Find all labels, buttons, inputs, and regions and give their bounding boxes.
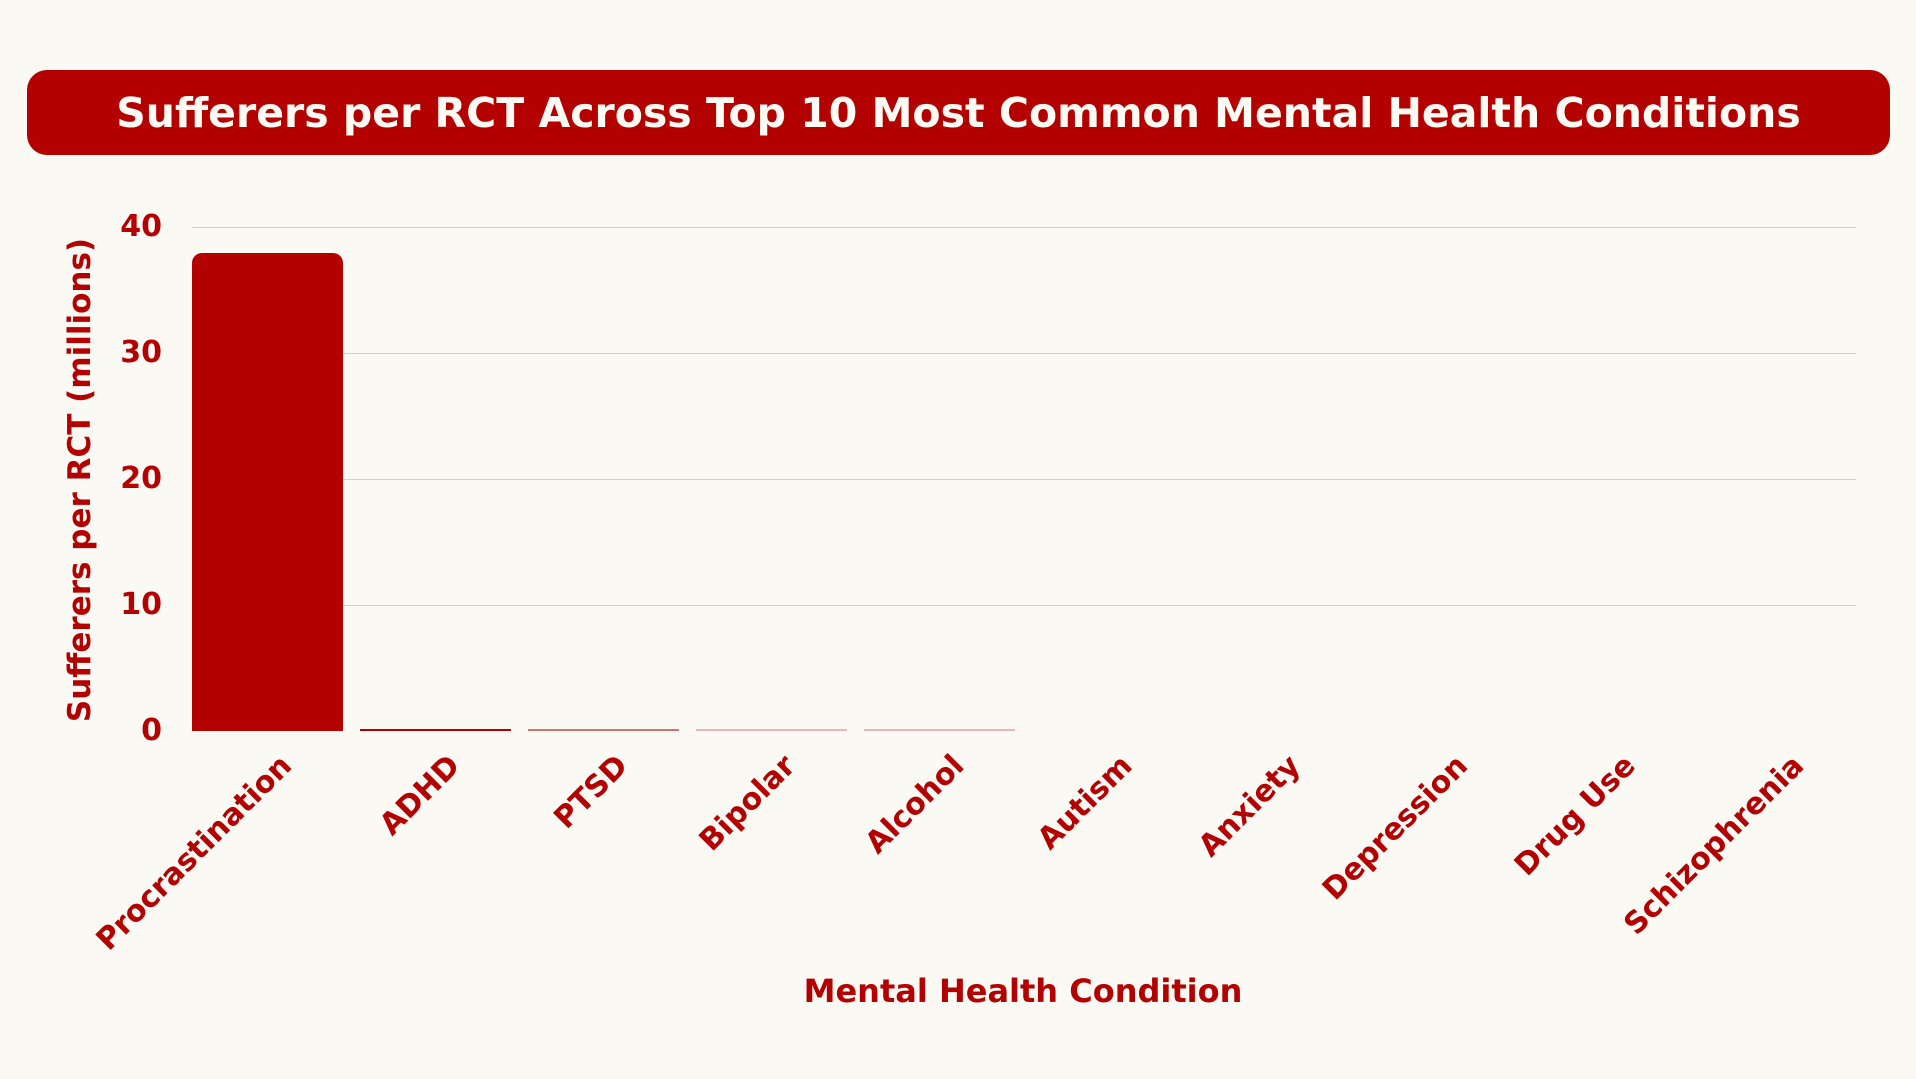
bar-ptsd[interactable] bbox=[528, 729, 679, 731]
bar-bipolar[interactable] bbox=[696, 729, 847, 731]
x-axis-title: Mental Health Condition bbox=[803, 972, 1243, 1010]
x-label-autism: Autism bbox=[1030, 748, 1140, 857]
gridline-20 bbox=[192, 479, 1856, 480]
x-label-schizophrenia: Schizophrenia bbox=[1617, 748, 1812, 943]
gridline-40 bbox=[192, 227, 1856, 228]
x-label-ptsd: PTSD bbox=[547, 748, 636, 836]
x-label-drug-use: Drug Use bbox=[1508, 748, 1644, 884]
bar-procrastination[interactable] bbox=[192, 253, 343, 731]
y-tick-30: 30 bbox=[120, 335, 162, 370]
x-label-adhd: ADHD bbox=[372, 748, 468, 843]
x-label-alcohol: Alcohol bbox=[858, 748, 972, 861]
gridline-10 bbox=[192, 605, 1856, 606]
chart-title: Sufferers per RCT Across Top 10 Most Com… bbox=[116, 88, 1801, 137]
x-label-procrastination: Procrastination bbox=[89, 748, 300, 958]
chart-title-banner: Sufferers per RCT Across Top 10 Most Com… bbox=[27, 70, 1890, 155]
y-tick-20: 20 bbox=[120, 461, 162, 496]
x-label-anxiety: Anxiety bbox=[1191, 748, 1308, 864]
gridline-30 bbox=[192, 353, 1856, 354]
y-tick-0: 0 bbox=[141, 713, 162, 748]
plot-area: 40 30 20 10 0 Procrastination ADHD PTSD … bbox=[90, 212, 1856, 958]
y-tick-40: 40 bbox=[120, 209, 162, 244]
x-label-bipolar: Bipolar bbox=[693, 748, 804, 859]
x-label-depression: Depression bbox=[1316, 748, 1476, 908]
y-tick-10: 10 bbox=[120, 587, 162, 622]
bar-alcohol[interactable] bbox=[864, 729, 1015, 731]
bar-adhd[interactable] bbox=[360, 729, 511, 731]
